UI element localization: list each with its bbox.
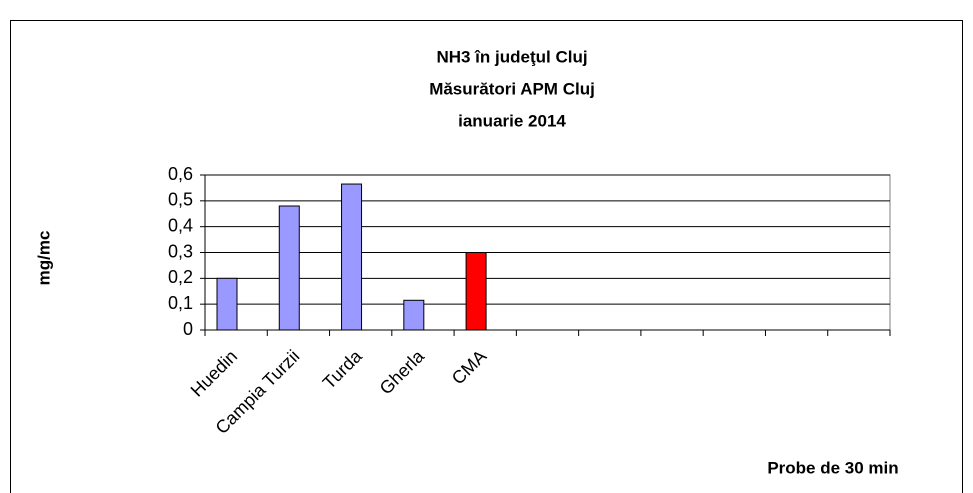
bar bbox=[403, 299, 425, 331]
bar bbox=[216, 277, 238, 331]
x-axis-label: Probe de 30 min bbox=[767, 458, 898, 477]
y-tick-label: 0,5 bbox=[168, 190, 193, 210]
y-tick-label: 0 bbox=[183, 319, 193, 339]
y-tick-label: 0,2 bbox=[168, 267, 193, 287]
y-tick-label: 0,1 bbox=[168, 293, 193, 313]
y-tick-label: 0,3 bbox=[168, 241, 193, 261]
y-axis-label: mg/mc bbox=[34, 231, 53, 286]
bar bbox=[278, 205, 300, 331]
bar bbox=[341, 183, 363, 331]
y-tick-label: 0,6 bbox=[168, 164, 193, 184]
chart-title: ianuarie 2014 bbox=[458, 111, 566, 130]
chart-title: NH3 în judeţul Cluj bbox=[436, 47, 587, 66]
chart-title: Măsurători APM Cluj bbox=[429, 79, 595, 98]
y-tick-label: 0,4 bbox=[168, 215, 193, 235]
bar bbox=[465, 252, 487, 331]
